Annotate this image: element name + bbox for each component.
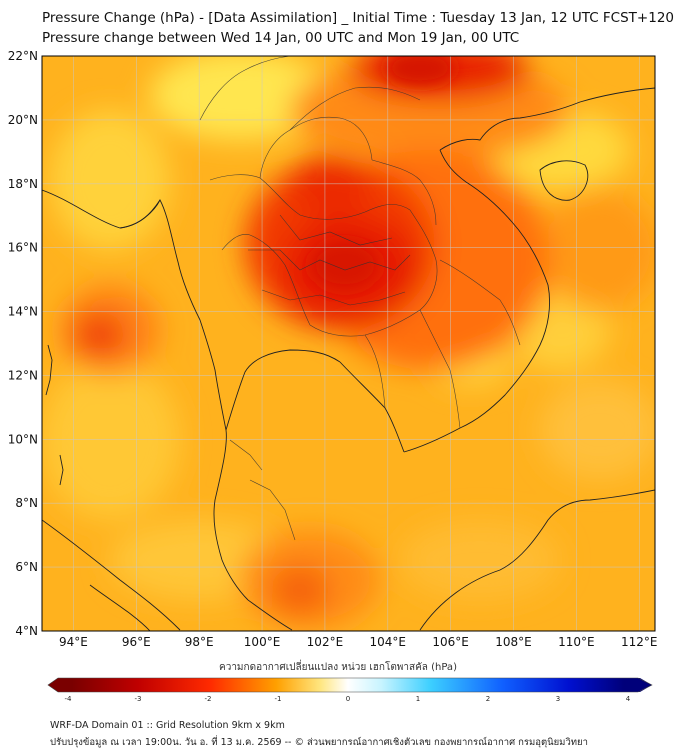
lat-label: 8°N bbox=[15, 496, 38, 510]
footer-model-info: WRF-DA Domain 01 :: Grid Resolution 9km … bbox=[50, 720, 285, 731]
borders bbox=[199, 56, 521, 541]
colorbar-left-arrow bbox=[48, 678, 76, 692]
colorbar-tick-label: 4 bbox=[626, 695, 631, 703]
lon-label: 110°E bbox=[558, 635, 595, 649]
lat-label: 22°N bbox=[8, 49, 38, 63]
pressure-field bbox=[42, 56, 655, 631]
footer-update-info: ปรับปรุงข้อมูล ณ เวลา 19:00น. วัน อ. ที่… bbox=[50, 737, 588, 748]
lat-label: 18°N bbox=[8, 177, 38, 191]
lon-label: 98°E bbox=[185, 635, 214, 649]
colorbar-tick-label: 0 bbox=[346, 695, 350, 703]
lat-label: 20°N bbox=[8, 113, 38, 127]
lat-label: 12°N bbox=[8, 368, 38, 382]
lon-label: 102°E bbox=[307, 635, 344, 649]
coastlines bbox=[42, 87, 655, 631]
map-subtitle: Pressure change between Wed 14 Jan, 00 U… bbox=[42, 30, 520, 46]
latitude-labels: 22°N 20°N 18°N 16°N 14°N 12°N 10°N 8°N 6°N 4°N bbox=[8, 49, 38, 638]
colorbar-right-arrow bbox=[620, 678, 652, 692]
lat-label: 16°N bbox=[8, 241, 38, 255]
colorbar-label: ความกดอากาศเปลี่ยนแปลง หน่วย เฮกโตพาสคัล… bbox=[219, 662, 457, 673]
lon-label: 108°E bbox=[495, 635, 532, 649]
lon-label: 96°E bbox=[122, 635, 151, 649]
lon-label: 94°E bbox=[59, 635, 88, 649]
colorbar-tick-label: -4 bbox=[65, 695, 73, 703]
map-frame bbox=[41, 55, 656, 632]
lat-label: 14°N bbox=[8, 305, 38, 319]
colorbar-tick-label: 3 bbox=[556, 695, 560, 703]
colorbar-ticks: -4 -3 -2 -1 0 1 2 3 4 bbox=[65, 695, 631, 703]
lon-label: 106°E bbox=[432, 635, 469, 649]
colorbar-tick-label: 1 bbox=[416, 695, 420, 703]
lon-label: 100°E bbox=[244, 635, 281, 649]
colorbar-tick-label: -1 bbox=[275, 695, 282, 703]
lon-label: 104°E bbox=[370, 635, 407, 649]
colorbar-gradient bbox=[72, 678, 624, 692]
colorbar-tick-label: -2 bbox=[205, 695, 212, 703]
lat-label: 4°N bbox=[15, 624, 38, 638]
lon-label: 112°E bbox=[621, 635, 658, 649]
longitude-labels: 94°E 96°E 98°E 100°E 102°E 104°E 106°E 108°E 110… bbox=[59, 635, 658, 649]
lat-label: 6°N bbox=[15, 560, 38, 574]
lat-label: 10°N bbox=[8, 432, 38, 446]
map-title: Pressure Change (hPa) - [Data Assimilati… bbox=[42, 10, 674, 26]
colorbar-tick-label: 2 bbox=[486, 695, 490, 703]
colorbar: -4 -3 -2 -1 0 1 2 3 4 bbox=[47, 677, 653, 703]
colorbar-tick-label: -3 bbox=[135, 695, 142, 703]
